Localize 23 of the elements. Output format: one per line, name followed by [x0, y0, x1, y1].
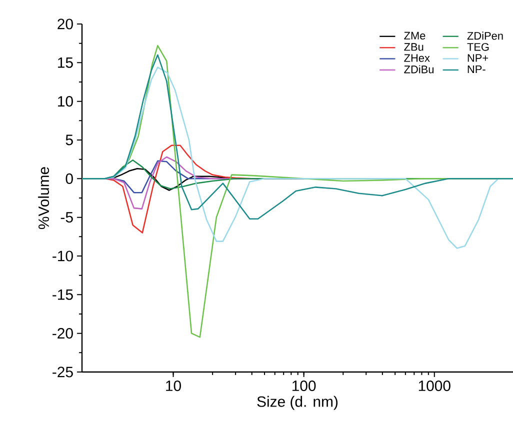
- legend-label: ZBu: [404, 43, 424, 51]
- legend-label: ZMe: [404, 32, 426, 40]
- y-axis-title: %Volume: [38, 167, 50, 230]
- y-tick-label: -15: [52, 289, 73, 300]
- y-tick-label: 20: [58, 18, 73, 30]
- x-tick-label: 1000: [418, 380, 450, 392]
- y-tick-label: -20: [52, 328, 73, 339]
- legend-label: NP+: [468, 54, 488, 62]
- y-tick-label: -25: [52, 366, 73, 378]
- x-axis-title: Size (d. nm): [257, 396, 338, 410]
- y-tick-label: 0: [66, 173, 73, 184]
- x-tick-label: 10: [166, 380, 181, 392]
- legend-label: ZDiPen: [467, 32, 503, 40]
- y-tick-label: -10: [52, 250, 73, 262]
- x-tick-label: 100: [292, 380, 316, 392]
- y-tick-label: 15: [58, 57, 73, 68]
- legend-label: TEG: [467, 43, 489, 51]
- y-tick-label: 10: [58, 96, 73, 107]
- legend-label: NP-: [468, 65, 486, 73]
- y-tick-label: -5: [60, 212, 73, 223]
- legend-label: ZHex: [404, 54, 430, 62]
- y-tick-label: 5: [66, 134, 73, 146]
- legend-label: ZDiBu: [404, 65, 434, 74]
